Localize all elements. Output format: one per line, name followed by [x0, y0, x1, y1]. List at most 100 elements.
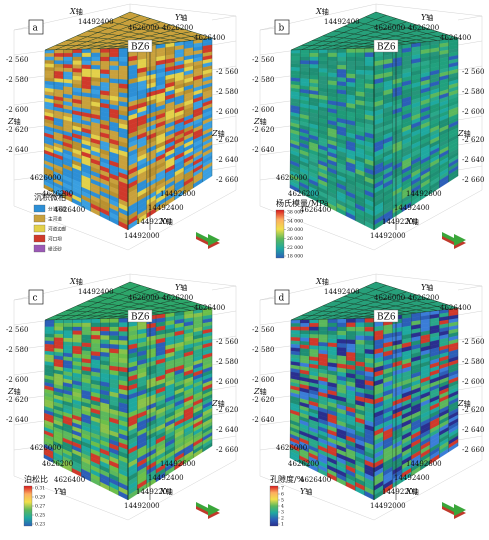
z-left-tick: -2 560	[6, 326, 28, 334]
x-axis-title-top: X轴	[315, 277, 329, 286]
z-left-tick: -2 600	[6, 376, 28, 384]
panel-c-well-marker: BZ6	[127, 309, 153, 500]
panel-b-model-volume	[289, 11, 459, 231]
y-bottom-tick: 4626000	[30, 444, 61, 452]
z-right-tick: -2 620	[462, 406, 484, 414]
legend-tick: 0.25	[35, 513, 45, 519]
y-top-tick: 4626200	[408, 294, 439, 302]
z-right-tick: -2 640	[462, 426, 484, 434]
x-axis-title-bottom: X轴	[159, 487, 173, 496]
panel-c-tag: c	[28, 289, 44, 305]
z-left-tick: -2 560	[252, 326, 274, 334]
y-bottom-tick: 4626200	[42, 190, 73, 198]
z-axis-title-right: Z轴	[457, 129, 471, 138]
z-right-tick: -2 560	[216, 338, 238, 346]
legend-tick: 22 000	[287, 245, 303, 251]
z-left-tick: -2 560	[252, 56, 274, 64]
x-top-tick: 4626000	[374, 294, 405, 302]
y-bottom-tick: 4626200	[288, 190, 319, 198]
z-left-tick: -2 640	[252, 146, 274, 154]
y-top-tick: 4626200	[162, 24, 193, 32]
x-top-tick: 14492400	[78, 288, 114, 296]
panel-d-right-face	[373, 307, 459, 501]
legend-swatch	[33, 204, 46, 213]
z-left-tick: -2 580	[252, 76, 274, 84]
y-axis-title-bottom: Y轴	[54, 487, 66, 496]
panel-b-legend: 杨氏模量/MPa 38 000 34 000 30 000 26 000 22 000 18…	[275, 198, 329, 260]
z-right-tick: -2 600	[216, 108, 238, 116]
panel-b-left-face	[289, 47, 375, 231]
legend-colorbar	[275, 209, 285, 259]
z-right-tick: -2 580	[216, 88, 238, 96]
panel-b-right-face	[373, 37, 459, 231]
y-axis-title-bottom: Y轴	[300, 487, 312, 496]
x-bottom-tick: 14492200	[136, 488, 172, 496]
panel-a-model-volume	[43, 11, 213, 231]
legend-colorbar	[23, 485, 33, 527]
legend-swatch	[33, 244, 46, 253]
x-axis-title-top: X轴	[315, 7, 329, 16]
x-top-tick: 4626000	[128, 294, 159, 302]
x-top-tick: 14492400	[324, 288, 360, 296]
x-bottom-tick: 14492000	[370, 502, 406, 510]
z-right-tick: -2 660	[462, 446, 484, 454]
legend-item-label: 河口坝	[48, 236, 62, 243]
panel-c-left-face	[43, 317, 129, 501]
x-bottom-tick: 14492400	[394, 204, 430, 212]
legend-tick: 34 000	[287, 218, 303, 224]
y-axis-title-top: Y轴	[175, 283, 187, 292]
z-right-tick: -2 660	[216, 446, 238, 454]
z-right-tick: -2 580	[462, 358, 484, 366]
x-bottom-tick: 14492000	[124, 502, 160, 510]
legend-title: 泊松比	[24, 474, 48, 484]
legend-tick: 7	[281, 486, 284, 492]
y-top-tick: 4626400	[194, 34, 225, 42]
z-right-tick: -2 600	[216, 378, 238, 386]
z-left-tick: -2 620	[252, 126, 274, 134]
panel-a-left-face	[43, 47, 129, 231]
y-bottom-tick: 4626400	[54, 476, 85, 484]
x-top-tick: 4626000	[128, 24, 159, 32]
legend-tick: 30 000	[287, 227, 303, 233]
well-label: BZ6	[131, 43, 150, 53]
y-bottom-tick: 4626400	[300, 476, 331, 484]
panel-d-well-marker: BZ6	[373, 309, 399, 500]
panel-d-tag: d	[274, 289, 290, 305]
x-bottom-tick: 14492600	[160, 190, 196, 198]
z-left-tick: -2 560	[6, 56, 28, 64]
z-left-tick: -2 620	[6, 396, 28, 404]
x-top-tick: 14492400	[78, 18, 114, 26]
z-right-tick: -2 640	[462, 156, 484, 164]
legend-tick: 2	[281, 516, 284, 522]
z-right-tick: -2 620	[216, 136, 238, 144]
legend-tick: 38 000	[287, 210, 303, 216]
legend-swatch	[33, 224, 46, 233]
panel-tag-label: d	[279, 294, 285, 304]
legend-item-label: 主河道	[48, 216, 62, 223]
x-axis-title-bottom: X轴	[405, 487, 419, 496]
x-bottom-tick: 14492400	[394, 474, 430, 482]
panel-d-left-face	[289, 317, 375, 501]
legend-tick: 0.27	[35, 504, 45, 510]
y-bottom-tick: 4626400	[300, 206, 331, 214]
x-bottom-tick: 14492000	[124, 232, 160, 240]
z-axis-title-right: Z轴	[457, 399, 471, 408]
panel-c-legend: 泊松比 0.31 0.29 0.27 0.25 0.23	[23, 474, 48, 528]
z-left-tick: -2 600	[252, 106, 274, 114]
x-axis-title-bottom: X轴	[405, 217, 419, 226]
legend-tick: 3	[281, 510, 284, 516]
legend-tick: 6	[281, 492, 284, 498]
y-top-tick: 4626400	[194, 304, 225, 312]
legend-item-label: 堤泛砂	[48, 246, 62, 253]
x-bottom-tick: 14492600	[406, 190, 442, 198]
north-arrow-icon	[196, 232, 220, 249]
x-bottom-tick: 14492400	[148, 204, 184, 212]
legend-colorbar	[269, 485, 279, 527]
panel-a-well-marker: BZ6	[127, 39, 153, 230]
